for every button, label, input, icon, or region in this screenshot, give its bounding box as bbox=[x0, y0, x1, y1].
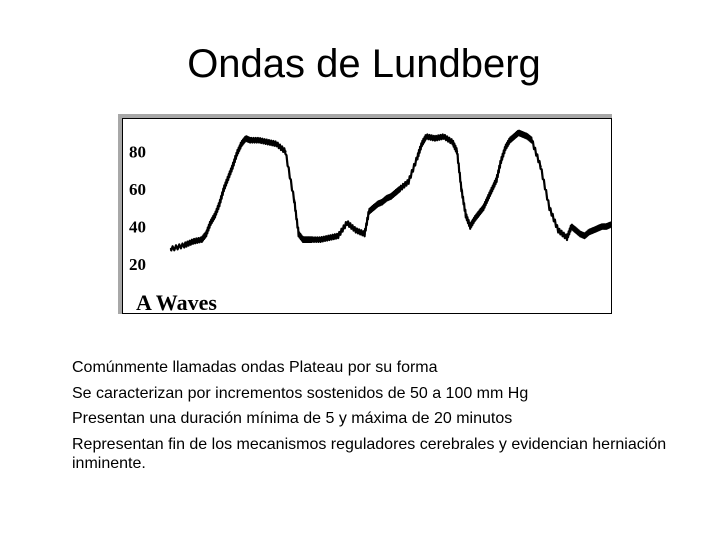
data-point bbox=[451, 140, 454, 144]
data-point bbox=[539, 165, 542, 168]
data-point bbox=[345, 221, 349, 224]
data-point bbox=[592, 229, 595, 232]
data-point bbox=[297, 232, 300, 236]
data-point bbox=[609, 223, 611, 226]
data-point bbox=[499, 159, 503, 163]
data-point bbox=[508, 139, 511, 142]
data-point bbox=[433, 137, 437, 140]
data-point bbox=[200, 238, 203, 241]
data-point bbox=[293, 199, 296, 202]
data-point bbox=[376, 202, 379, 206]
data-point bbox=[473, 217, 476, 221]
bullet-list: Comúnmente llamadas ondas Plateau por su… bbox=[72, 358, 692, 480]
data-point bbox=[389, 195, 393, 198]
data-point bbox=[222, 187, 225, 191]
data-point bbox=[482, 206, 485, 209]
bullet-item-3: Presentan una duración mínima de 5 y máx… bbox=[72, 410, 513, 427]
data-point bbox=[583, 234, 586, 238]
data-point bbox=[420, 142, 423, 146]
data-point bbox=[570, 225, 573, 228]
bullet-item-1: Comúnmente llamadas ondas Plateau por su… bbox=[72, 359, 438, 376]
chart-title: A Waves bbox=[136, 290, 217, 315]
data-point bbox=[191, 240, 195, 243]
data-point bbox=[579, 232, 582, 236]
data-point bbox=[310, 238, 313, 241]
data-point bbox=[249, 139, 252, 142]
data-point bbox=[240, 142, 243, 146]
data-point bbox=[557, 229, 560, 232]
data-point bbox=[367, 210, 371, 213]
data-point bbox=[477, 212, 481, 215]
data-point bbox=[301, 238, 305, 241]
data-point bbox=[460, 187, 463, 191]
data-point bbox=[372, 206, 375, 209]
data-point bbox=[425, 135, 428, 138]
data-point bbox=[407, 180, 410, 183]
data-point bbox=[337, 234, 340, 238]
data-point bbox=[213, 214, 217, 217]
data-point bbox=[504, 146, 507, 149]
data-point bbox=[548, 206, 551, 209]
data-point bbox=[521, 133, 525, 136]
bullet-item-2: Se caracterizan por incrementos sostenid… bbox=[72, 384, 529, 402]
data-point bbox=[455, 150, 459, 153]
pressure-trace-chart: 80 60 40 20 bbox=[129, 129, 611, 274]
data-point bbox=[205, 232, 208, 236]
data-point bbox=[517, 131, 520, 134]
data-point bbox=[596, 227, 599, 230]
data-point bbox=[565, 236, 569, 239]
data-point bbox=[398, 187, 401, 191]
data-point bbox=[328, 236, 331, 239]
data-point bbox=[513, 135, 516, 138]
y-tick-label: 60 bbox=[129, 180, 146, 199]
data-point bbox=[530, 139, 533, 142]
data-point bbox=[275, 142, 278, 146]
data-point bbox=[183, 244, 186, 247]
pressure-series-line bbox=[169, 129, 611, 252]
data-point bbox=[469, 225, 472, 228]
data-point bbox=[363, 232, 366, 236]
y-tick-label: 40 bbox=[129, 218, 146, 237]
bullet-item-4: Representan fin de los mecanismos regula… bbox=[72, 435, 667, 473]
data-point bbox=[385, 197, 388, 200]
data-point bbox=[354, 229, 357, 232]
data-point bbox=[227, 176, 230, 179]
data-point bbox=[587, 230, 591, 234]
data-point bbox=[526, 135, 529, 138]
data-point bbox=[464, 214, 467, 217]
data-point bbox=[605, 225, 608, 228]
data-point bbox=[266, 140, 269, 144]
data-point bbox=[319, 238, 322, 241]
data-point bbox=[257, 139, 261, 142]
data-point bbox=[486, 197, 489, 200]
data-point bbox=[601, 225, 604, 228]
y-tick-label: 20 bbox=[129, 255, 146, 274]
data-point bbox=[394, 191, 397, 194]
data-point bbox=[218, 202, 221, 206]
data-point bbox=[306, 238, 309, 241]
slide-title: Ondas de Lundberg bbox=[187, 42, 541, 86]
data-point bbox=[381, 200, 384, 204]
data-point bbox=[416, 155, 419, 159]
data-point bbox=[495, 178, 498, 181]
data-point bbox=[491, 187, 494, 191]
data-point bbox=[235, 152, 239, 155]
y-tick-label: 80 bbox=[129, 143, 146, 162]
data-point bbox=[574, 229, 577, 232]
data-point bbox=[169, 247, 173, 251]
data-point bbox=[209, 221, 212, 224]
data-point bbox=[231, 165, 234, 168]
data-point bbox=[244, 137, 247, 140]
lundberg-waves-figure: 80 60 40 20 A Waves bbox=[122, 118, 612, 315]
data-point bbox=[442, 135, 445, 138]
data-point bbox=[284, 150, 287, 153]
